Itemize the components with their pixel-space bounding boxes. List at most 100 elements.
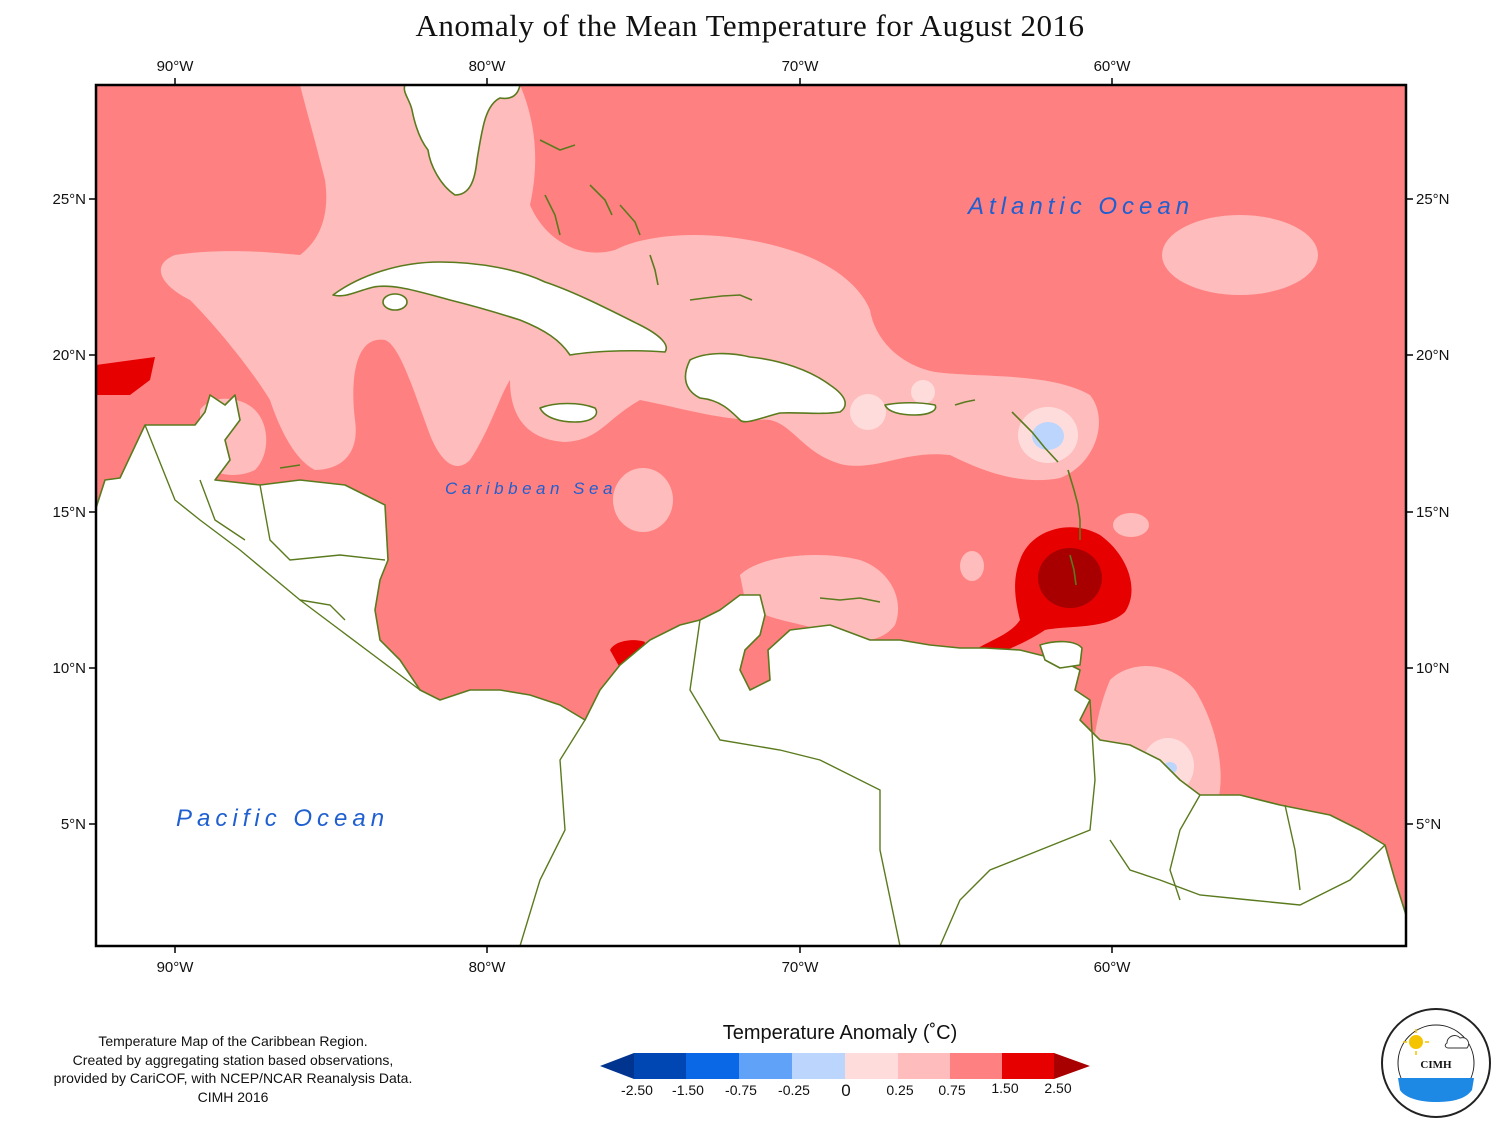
legend-title: Temperature Anomaly (˚C) <box>722 1022 958 1044</box>
lat-label-left: 10°N <box>52 660 86 677</box>
anomaly-region-hottest <box>1038 548 1102 608</box>
islands-turks <box>689 294 753 301</box>
anomaly-blob-east-1 <box>1113 513 1149 537</box>
lat-label-left: 15°N <box>52 504 86 521</box>
colorbar-cell <box>898 1053 950 1079</box>
lat-label-right: 20°N <box>1416 347 1450 364</box>
islands-bahamas-4 <box>619 204 641 236</box>
anomaly-region-south-caribbean <box>740 555 899 641</box>
lon-label-bottom: 70°W <box>782 959 820 976</box>
land-cuba <box>332 261 667 356</box>
map-title: Anomaly of the Mean Temperature for Augu… <box>415 8 1085 43</box>
lat-label-left: 20°N <box>52 347 86 364</box>
label-pacific-ocean: Pacific Ocean <box>176 805 389 832</box>
islands-virgin <box>954 399 976 406</box>
lat-label-right: 10°N <box>1416 660 1450 677</box>
logo-waves <box>1398 1078 1474 1102</box>
islands-honduras-bay <box>279 464 301 469</box>
border-central-2 <box>199 479 246 541</box>
colorbar-tick: -0.75 <box>725 1082 757 1098</box>
islands-bahamas-2 <box>544 194 561 236</box>
lat-label-right: 5°N <box>1416 816 1441 833</box>
lon-label-top: 80°W <box>469 58 507 75</box>
colorbar-tick: -0.25 <box>778 1082 810 1098</box>
islands-bahamas-1 <box>539 139 576 151</box>
lat-label-left: 5°N <box>61 816 86 833</box>
lon-label-top: 90°W <box>157 58 195 75</box>
land-hispaniola <box>684 352 846 423</box>
islands-grenada <box>1069 554 1077 586</box>
land-puerto-rico <box>884 401 937 416</box>
islands-windward <box>1067 469 1081 540</box>
axis-ticks <box>89 78 1413 953</box>
colorbar <box>600 1053 1090 1079</box>
border-central-3 <box>259 484 386 561</box>
border-colombia-venezuela <box>689 619 901 946</box>
islands-leeward <box>1011 411 1059 463</box>
landmasses <box>96 85 1406 946</box>
sun-icon <box>1409 1035 1423 1049</box>
logo-abbr: CIMH <box>1420 1059 1452 1071</box>
border-suriname-guiana <box>1284 804 1301 891</box>
map-credit: Temperature Map of the Caribbean Region.… <box>18 1032 448 1106</box>
border-colombia-coast <box>519 719 586 946</box>
colorbar-cell <box>845 1053 898 1079</box>
colorbar-tick: 0.75 <box>938 1082 965 1098</box>
land-isla-juventud <box>382 293 408 311</box>
colorbar-arrow-left <box>600 1053 634 1079</box>
colorbar-tick: 2.50 <box>1044 1080 1071 1096</box>
islands-bahamas-5 <box>649 254 659 286</box>
land-central-south-america <box>96 394 1406 946</box>
lon-label-bottom: 80°W <box>469 959 507 976</box>
colorbar-cell <box>686 1053 739 1079</box>
lat-label-right: 25°N <box>1416 191 1450 208</box>
border-guianas-south <box>1109 839 1386 906</box>
cloud-icon <box>1444 1035 1470 1049</box>
anomaly-region-hot-west <box>96 357 155 395</box>
land-jamaica <box>539 402 598 423</box>
island-chains <box>279 139 1081 603</box>
border-venezuela-brazil <box>939 699 1096 946</box>
country-borders <box>144 424 1386 946</box>
lon-label-top: 60°W <box>1094 58 1132 75</box>
colorbar-tick: 0.25 <box>886 1082 913 1098</box>
colorbar-cell <box>634 1053 686 1079</box>
cimh-logo: CIMH <box>1381 1008 1491 1118</box>
islands-abc <box>819 597 881 603</box>
colorbar-cell <box>739 1053 792 1079</box>
map-field <box>96 85 1406 946</box>
lat-label-right: 15°N <box>1416 504 1450 521</box>
land-florida <box>403 85 521 196</box>
colorbar-tick: 1.50 <box>991 1080 1018 1096</box>
sun-rays-icon <box>1403 1029 1429 1055</box>
credit-line: provided by CariCOF, with NCEP/NCAR Rean… <box>53 1070 413 1086</box>
anomaly-blob-east-2 <box>960 551 984 581</box>
credit-line: Temperature Map of the Caribbean Region. <box>98 1033 368 1049</box>
border-central-4 <box>299 599 346 621</box>
lat-label-left: 25°N <box>52 191 86 208</box>
anomaly-region-light-north <box>160 85 1099 481</box>
colorbar-cell <box>792 1053 845 1079</box>
colorbar-tick: 0 <box>841 1081 850 1100</box>
anomaly-blob-leeward-cool <box>1032 422 1064 450</box>
border-central-1 <box>144 424 421 691</box>
colorbar-tick: -2.50 <box>621 1082 653 1098</box>
colorbar-tick: -1.50 <box>672 1082 704 1098</box>
colorbar-cell <box>1002 1053 1054 1079</box>
colorbar-cell <box>950 1053 1002 1079</box>
anomaly-blob-hispaniola <box>850 394 886 430</box>
lon-label-bottom: 60°W <box>1094 959 1132 976</box>
lon-label-bottom: 90°W <box>157 959 195 976</box>
label-caribbean-sea: Caribbean Sea <box>445 479 617 498</box>
credit-line: CIMH 2016 <box>197 1088 269 1105</box>
anomaly-region-atlantic-east <box>1162 215 1318 295</box>
anomaly-region-caribbean-mid <box>613 468 673 532</box>
anomaly-blob-pr <box>911 380 935 404</box>
label-atlantic-ocean: Atlantic Ocean <box>966 193 1194 220</box>
lon-label-top: 70°W <box>782 58 820 75</box>
map-frame <box>94 83 1408 948</box>
credit-line: Created by aggregating station based obs… <box>72 1051 394 1068</box>
land-trinidad <box>1039 640 1083 669</box>
islands-bahamas-3 <box>589 184 613 216</box>
